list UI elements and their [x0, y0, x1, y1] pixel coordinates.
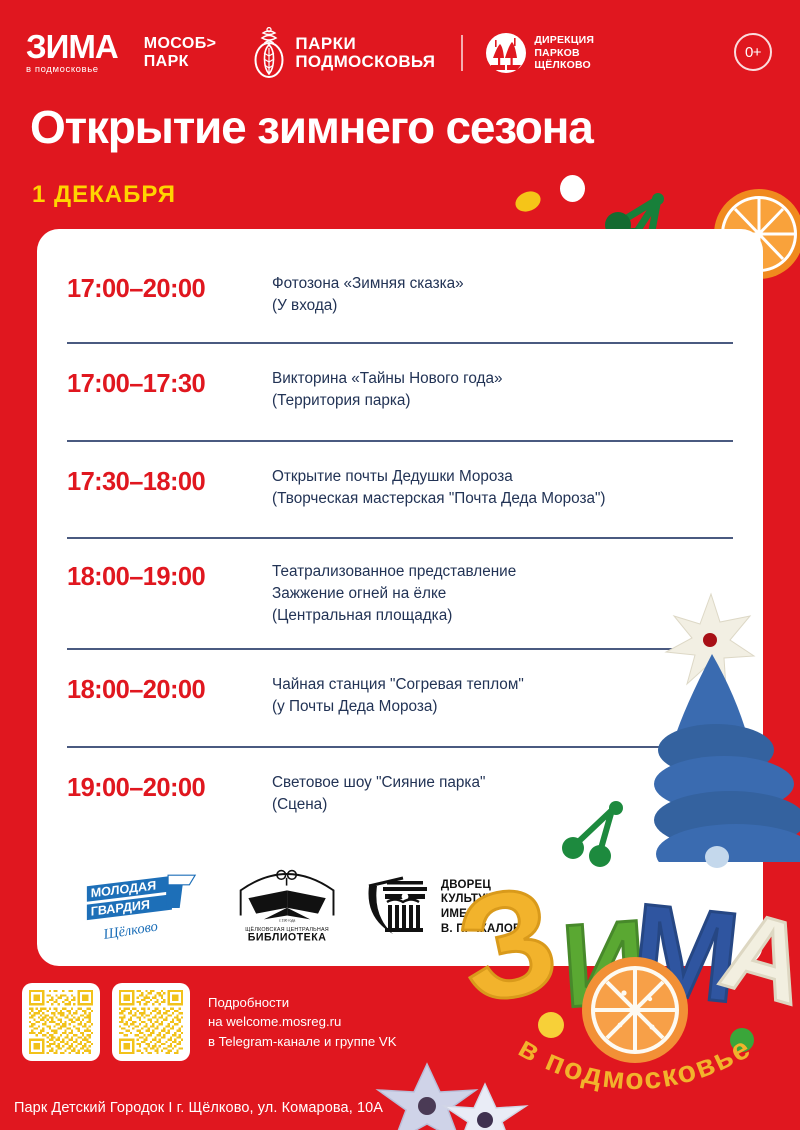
qr-code-left-image — [29, 990, 93, 1054]
yellow-ball-decor-icon — [538, 1012, 564, 1038]
orange-slice-decor-icon — [582, 957, 688, 1063]
mg-line3: Щёлково — [101, 919, 159, 944]
age-rating-badge: 0+ — [734, 33, 772, 71]
schedule-time: 17:00–20:00 — [67, 275, 206, 303]
podmoskovye-curved-text: в подмосковье — [513, 1031, 757, 1096]
parki-logo-line1: ПАРКИ — [295, 34, 357, 54]
schedule-description: Фотозона «Зимняя сказка» (У входа) — [272, 273, 464, 316]
schedule-time: 18:00–20:00 — [67, 676, 206, 705]
poster-title: Открытие зимнего сезона — [30, 101, 594, 153]
footer-address: Парк Детский Городок I г. Щёлково, ул. К… — [14, 1100, 384, 1116]
schedule-desc-line: Чайная станция "Согревая теплом" — [272, 676, 524, 694]
schedule-time: 17:00–17:30 — [67, 370, 206, 399]
schedule-list: 17:00–20:00 Фотозона «Зимняя сказка» (У … — [67, 255, 733, 845]
dk-line2: КУЛЬТУРЫ — [440, 893, 505, 906]
schedule-desc-line: (Творческая мастерская "Почта Деда Мороз… — [272, 489, 606, 507]
schedule-description: Световое шоу "Сияние парка" (Сцена) — [272, 772, 485, 815]
schedule-desc-line: (у Почты Деда Мороза) — [272, 698, 438, 716]
qr-code-right-image — [119, 990, 183, 1054]
dk-line3: ИМЕНИ — [440, 908, 484, 920]
schedule-row: 17:30–18:00 Открытие почты Дедушки Мороз… — [67, 439, 733, 537]
details-text: Подробности на welcome.mosreg.ru в Teleg… — [208, 993, 397, 1050]
park-emblem-icon — [486, 33, 527, 73]
lib-line2: БИБЛИОТЕКА — [248, 932, 327, 944]
zima-logo-subtitle: в подмосковье — [26, 64, 99, 76]
shchelkovskaya-biblioteka-logo: с 190 года ЩЁЛКОВСКАЯ ЦЕНТРАЛЬНАЯ БИБЛИО… — [239, 869, 335, 944]
partner-logos: МОЛОДАЯ ГВАРДИЯ Щёлково с 190 го — [55, 852, 535, 944]
zima-logo-title: ЗИМА — [26, 27, 119, 65]
dk-chkalova-logo: ДВОРЕЦ КУЛЬТУРЫ ИМЕНИ В. П. ЧКАЛОВА — [363, 870, 535, 944]
zima-letter-z: З — [455, 852, 571, 1035]
zima-logo: ЗИМА в подмосковье — [26, 27, 119, 76]
qr-details-block: Подробности на welcome.mosreg.ru в Teleg… — [22, 983, 397, 1061]
parki-logo-text: ПАРКИ ПОДМОСКОВЬЯ — [295, 35, 435, 70]
white-star-decor-icon — [441, 1082, 529, 1130]
mosobpark-logo-line2: ПАРК — [143, 53, 189, 70]
header-logo-bar: ЗИМА в подмосковье МОСОБ> ПАРК ПАРКИ ПОД… — [0, 22, 800, 84]
schedule-time: 17:30–18:00 — [67, 467, 206, 496]
schedule-desc-line: Викторина «Тайны Нового года» — [272, 370, 503, 388]
podmoskovye-label: в подмосковье — [513, 1031, 755, 1096]
molodaya-gvardiya-logo: МОЛОДАЯ ГВАРДИЯ Щёлково — [86, 874, 197, 944]
direkciya-logo-text: ДИРЕКЦИЯ ПАРКОВ ЩЁЛКОВО — [534, 34, 594, 71]
details-line3: в Telegram-канале и группе VK — [208, 1033, 397, 1049]
lib-line1: ЩЁЛКОВСКАЯ ЦЕНТРАЛЬНАЯ — [245, 926, 329, 933]
parki-logo-line2: ПОДМОСКОВЬЯ — [295, 52, 436, 71]
direkciya-logo-line1: ДИРЕКЦИЯ — [534, 34, 595, 47]
schedule-desc-line: Световое шоу "Сияние парка" — [272, 773, 486, 791]
dk-line4: В. П. ЧКАЛОВА — [440, 922, 530, 935]
white-dot-decor-icon — [560, 175, 585, 202]
schedule-desc-line: Открытие почты Дедушки Мороза — [272, 467, 513, 485]
direkciya-logo-line2: ПАРКОВ — [534, 46, 580, 59]
schedule-description: Викторина «Тайны Нового года» (Территори… — [272, 368, 503, 411]
schedule-row: 18:00–20:00 Чайная станция "Согревая теп… — [67, 648, 733, 745]
schedule-card-clip: 17:00–20:00 Фотозона «Зимняя сказка» (У … — [37, 229, 763, 966]
schedule-row: 19:00–20:00 Световое шоу "Сияние парка" … — [67, 745, 733, 845]
poster-date: 1 ДЕКАБРЯ — [32, 181, 177, 208]
schedule-time: 18:00–19:00 — [67, 563, 206, 592]
yellow-oval-decor-icon — [512, 187, 544, 216]
svg-text:в подмосковье: в подмосковье — [513, 1031, 757, 1096]
dk-line1: ДВОРЕЦ — [440, 878, 492, 891]
pinecone-icon — [254, 27, 284, 78]
details-line2: на welcome.mosreg.ru — [208, 1014, 342, 1030]
schedule-description: Чайная станция "Согревая теплом" (у Почт… — [272, 674, 524, 717]
schedule-row: 17:00–20:00 Фотозона «Зимняя сказка» (У … — [67, 255, 733, 342]
schedule-desc-line: Фотозона «Зимняя сказка» — [272, 275, 464, 292]
details-line1: Подробности — [208, 995, 290, 1011]
schedule-desc-line: (Центральная площадка) — [272, 606, 453, 624]
mosobpark-logo: МОСОБ> ПАРК — [144, 35, 217, 71]
header-divider — [461, 35, 464, 71]
parki-podmoskovya-logo: ПАРКИ ПОДМОСКОВЬЯ — [250, 27, 435, 79]
lib-line3: с 190 года — [279, 918, 296, 922]
direkciya-logo-line3: ЩЁЛКОВО — [534, 59, 591, 72]
schedule-desc-line: (Территория парка) — [272, 392, 411, 410]
schedule-row: 18:00–19:00 Театрализованное представлен… — [67, 537, 733, 648]
green-ball-decor-icon — [730, 1028, 754, 1052]
schedule-desc-line: Театрализованное представление — [272, 563, 517, 581]
mosobpark-logo-line1: МОСОБ> — [143, 35, 217, 53]
schedule-desc-line: (У входа) — [272, 296, 338, 314]
schedule-desc-line: Зажжение огней на ёлке — [272, 585, 447, 603]
qr-code-left[interactable] — [22, 983, 100, 1061]
schedule-description: Открытие почты Дедушки Мороза (Творческа… — [272, 466, 606, 509]
schedule-description: Театрализованное представление Зажжение … — [272, 561, 516, 626]
light-blue-star-decor-icon — [375, 1062, 479, 1130]
direkciya-parkov-logo: ДИРЕКЦИЯ ПАРКОВ ЩЁЛКОВО — [485, 32, 594, 74]
blue-christmas-tree-decor-icon — [654, 592, 800, 862]
schedule-time: 19:00–20:00 — [67, 773, 206, 802]
schedule-desc-line: (Сцена) — [272, 795, 328, 813]
schedule-card: 17:00–20:00 Фотозона «Зимняя сказка» (У … — [37, 229, 763, 966]
blue-dot-decor-icon — [705, 846, 729, 868]
schedule-row: 17:00–17:30 Викторина «Тайны Нового года… — [67, 342, 733, 439]
column-icon — [368, 876, 427, 934]
green-cherries-decor-icon — [562, 801, 623, 867]
qr-code-right[interactable] — [112, 983, 190, 1061]
